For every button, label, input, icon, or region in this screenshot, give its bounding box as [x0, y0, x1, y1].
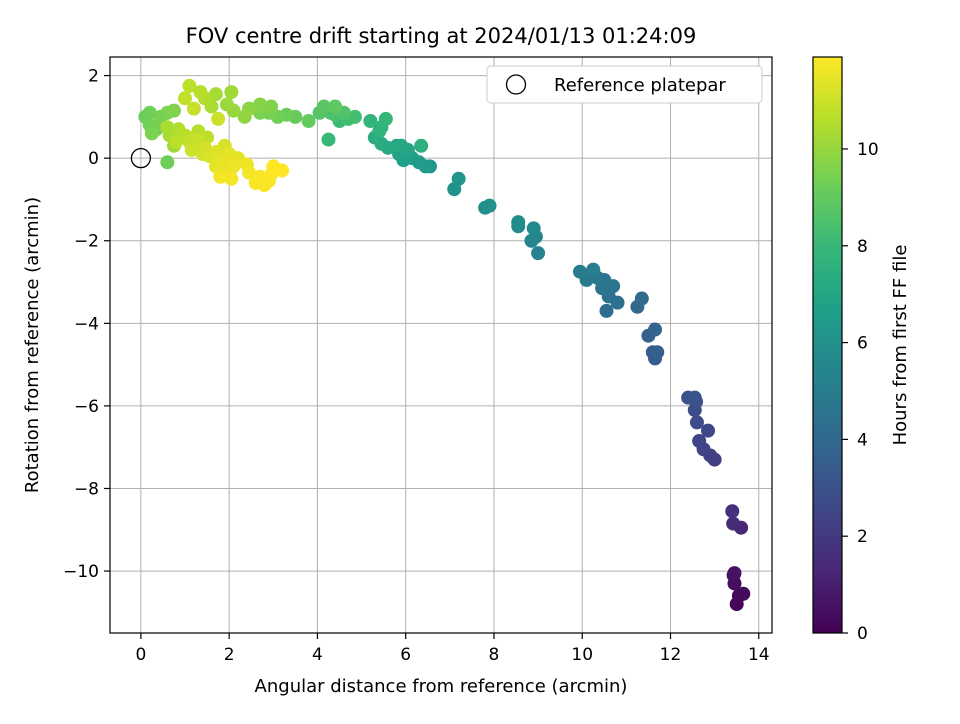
x-tick-label: 10: [571, 645, 593, 665]
x-tick-label: 12: [660, 645, 682, 665]
data-point: [213, 169, 228, 184]
data-point: [701, 423, 716, 438]
data-point: [275, 163, 290, 178]
data-point: [208, 87, 223, 102]
data-point: [224, 85, 239, 100]
data-point: [321, 132, 336, 147]
data-point: [237, 109, 252, 124]
x-axis-ticks: 0 2 4 6 8 10 12 14: [135, 633, 770, 665]
data-point: [573, 264, 588, 279]
colorbar-ticks: 0 2 4 6 8 10: [842, 140, 879, 644]
data-point: [634, 291, 649, 306]
data-point: [692, 434, 707, 448]
data-point: [482, 198, 497, 213]
data-point: [526, 221, 541, 236]
y-tick-label: −6: [74, 397, 99, 417]
data-point: [648, 322, 663, 337]
colorbar: 0 2 4 6 8 10 Hours from first FF file: [812, 56, 911, 644]
data-point: [317, 99, 332, 114]
data-point: [511, 215, 526, 230]
colorbar-gradient: [812, 56, 843, 634]
data-point: [169, 134, 184, 149]
data-point: [211, 111, 226, 126]
x-axis-label: Angular distance from reference (arcmin): [255, 676, 628, 697]
data-point: [451, 171, 466, 186]
legend-entry-label: Reference platepar: [554, 75, 726, 96]
data-point: [727, 566, 742, 581]
data-point: [142, 105, 157, 120]
data-points: [138, 78, 751, 612]
data-point: [166, 103, 181, 118]
data-point: [687, 390, 702, 405]
data-point: [689, 415, 704, 430]
y-tick-label: −8: [74, 479, 99, 499]
data-point: [184, 142, 199, 157]
data-point: [650, 345, 665, 360]
x-tick-label: 4: [312, 645, 323, 665]
data-point: [725, 504, 740, 519]
data-point: [253, 169, 268, 184]
data-point: [599, 303, 614, 318]
data-point: [193, 85, 208, 100]
grid-lines: [110, 57, 772, 633]
data-point: [208, 144, 223, 159]
x-tick-label: 6: [400, 645, 411, 665]
legend-box: [486, 65, 763, 104]
y-tick-label: 0: [88, 149, 99, 169]
reference-platepar-marker: [130, 148, 152, 169]
data-point: [328, 99, 343, 114]
colorbar-label: Hours from first FF file: [890, 245, 911, 446]
data-point: [242, 165, 257, 180]
data-point: [253, 97, 268, 112]
y-tick-label: −4: [74, 314, 99, 334]
data-point: [144, 126, 159, 141]
data-point: [219, 97, 234, 112]
data-point: [586, 262, 601, 277]
chart-title: FOV centre drift starting at 2024/01/13 …: [186, 24, 697, 48]
data-point: [301, 114, 316, 128]
colorbar-tick-label: 4: [857, 430, 868, 450]
colorbar-tick-label: 8: [857, 237, 868, 257]
data-point: [414, 138, 429, 153]
x-tick-label: 0: [135, 645, 146, 665]
data-point: [394, 138, 409, 153]
data-point: [160, 120, 175, 135]
legend: Reference platepar: [486, 65, 763, 104]
colorbar-tick-label: 6: [857, 334, 868, 354]
data-point: [182, 78, 197, 93]
plot-area-frame: [109, 56, 773, 634]
data-point: [224, 171, 239, 186]
data-point: [378, 111, 393, 126]
y-tick-label: −2: [74, 232, 99, 252]
data-point: [736, 586, 751, 601]
colorbar-tick-label: 2: [857, 527, 868, 547]
data-point: [264, 99, 279, 114]
data-point: [531, 246, 546, 261]
y-tick-label: −10: [63, 562, 99, 582]
x-tick-label: 8: [489, 645, 500, 665]
data-point: [347, 109, 362, 124]
y-axis-label: Rotation from reference (arcmin): [22, 197, 43, 493]
x-tick-label: 14: [748, 645, 770, 665]
data-point: [160, 155, 175, 170]
data-point: [186, 101, 201, 116]
colorbar-tick-label: 10: [857, 140, 879, 160]
data-point: [363, 114, 378, 128]
y-tick-label: 2: [88, 67, 99, 87]
data-point: [726, 516, 741, 531]
y-axis-ticks: −10 −8 −6 −4 −2 0 2: [63, 67, 110, 582]
data-point: [178, 91, 193, 106]
x-tick-label: 2: [224, 645, 235, 665]
legend-reference-marker: [505, 74, 527, 95]
colorbar-tick-label: 0: [857, 624, 868, 644]
